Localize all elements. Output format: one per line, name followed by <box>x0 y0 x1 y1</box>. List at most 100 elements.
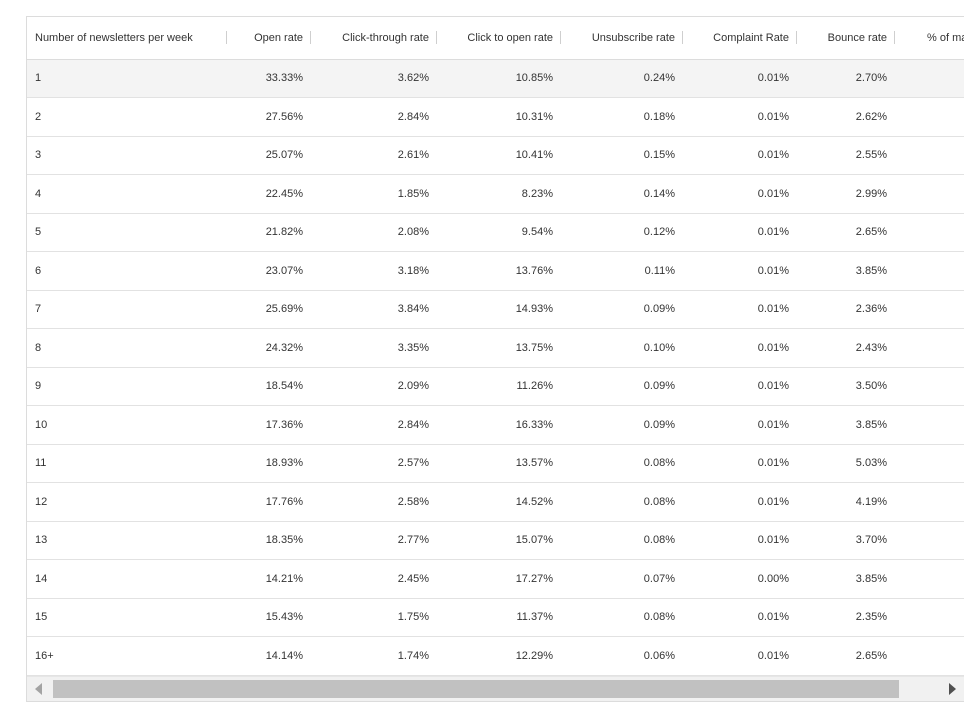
table-cell: 3.85% <box>797 405 895 445</box>
column-header[interactable]: Unsubscribe rate <box>561 17 683 60</box>
table-cell: 24.32% <box>227 328 311 368</box>
table-cell: 0.09% <box>561 290 683 329</box>
table-cell: 22.45% <box>227 174 311 214</box>
table-cell: 6 <box>27 251 227 291</box>
table-cell: 2.08% <box>311 213 437 252</box>
table-cell: 0.11% <box>561 251 683 291</box>
table-cell: 16+ <box>27 636 227 676</box>
table-body: 1 33.33% 3.62% 10.85% 0.24% 0.01% 2.70% 2 27.56%… <box>27 59 964 676</box>
table-cell <box>895 97 964 137</box>
column-header[interactable]: Click to open rate <box>437 17 561 60</box>
table-cell <box>895 251 964 291</box>
chevron-left-icon[interactable] <box>35 683 42 695</box>
column-header[interactable]: Complaint Rate <box>683 17 797 60</box>
table-cell: 2.43% <box>797 328 895 368</box>
table-row[interactable]: 6 23.07% 3.18% 13.76% 0.11% 0.01% 3.85% <box>27 251 964 291</box>
column-resize-handle[interactable] <box>894 31 895 44</box>
table-cell <box>895 559 964 599</box>
table-row[interactable]: 3 25.07% 2.61% 10.41% 0.15% 0.01% 2.55% <box>27 136 964 175</box>
table-cell: 33.33% <box>227 59 311 98</box>
table-cell: 14 <box>27 559 227 599</box>
table-cell: 9 <box>27 367 227 406</box>
table-row[interactable]: 14 14.21% 2.45% 17.27% 0.07% 0.00% 3.85% <box>27 559 964 599</box>
table-row[interactable]: 5 21.82% 2.08% 9.54% 0.12% 0.01% 2.65% <box>27 213 964 252</box>
table-row[interactable]: 10 17.36% 2.84% 16.33% 0.09% 0.01% 3.85% <box>27 405 964 445</box>
table-cell: 2.61% <box>311 136 437 175</box>
table-cell: 23.07% <box>227 251 311 291</box>
table-cell: 2.35% <box>797 598 895 637</box>
table-cell: 7 <box>27 290 227 329</box>
table-cell: 2.99% <box>797 174 895 214</box>
column-header-label: Open rate <box>254 31 303 44</box>
table-cell: 15 <box>27 598 227 637</box>
column-header[interactable]: Click-through rate <box>311 17 437 60</box>
scrollbar-thumb[interactable] <box>53 680 899 698</box>
table-cell: 0.07% <box>561 559 683 599</box>
table-row[interactable]: 1 33.33% 3.62% 10.85% 0.24% 0.01% 2.70% <box>27 59 964 98</box>
column-header[interactable]: % of ma <box>895 17 964 60</box>
table-cell: 10.41% <box>437 136 561 175</box>
chevron-right-icon[interactable] <box>949 683 956 695</box>
table-cell: 18.93% <box>227 444 311 483</box>
table-cell: 5 <box>27 213 227 252</box>
table-cell: 1.85% <box>311 174 437 214</box>
column-header-label: Bounce rate <box>827 31 887 44</box>
table-cell: 0.18% <box>561 97 683 137</box>
table-cell: 0.24% <box>561 59 683 98</box>
column-resize-handle[interactable] <box>226 31 227 44</box>
table-cell: 5.03% <box>797 444 895 483</box>
table-cell: 17.27% <box>437 559 561 599</box>
table-cell: 0.01% <box>683 97 797 137</box>
table-cell: 3 <box>27 136 227 175</box>
table-cell: 2.62% <box>797 97 895 137</box>
table-row[interactable]: 15 15.43% 1.75% 11.37% 0.08% 0.01% 2.35% <box>27 598 964 637</box>
table-row[interactable]: 2 27.56% 2.84% 10.31% 0.18% 0.01% 2.62% <box>27 97 964 137</box>
table-cell <box>895 636 964 676</box>
column-resize-handle[interactable] <box>310 31 311 44</box>
table-cell: 14.14% <box>227 636 311 676</box>
table-cell: 12.29% <box>437 636 561 676</box>
table-cell: 10.85% <box>437 59 561 98</box>
column-header[interactable]: Bounce rate <box>797 17 895 60</box>
table-cell: 13.57% <box>437 444 561 483</box>
table-row[interactable]: 11 18.93% 2.57% 13.57% 0.08% 0.01% 5.03% <box>27 444 964 483</box>
table-cell: 3.70% <box>797 521 895 560</box>
table-row[interactable]: 4 22.45% 1.85% 8.23% 0.14% 0.01% 2.99% <box>27 174 964 214</box>
horizontal-scrollbar[interactable] <box>27 676 964 701</box>
table-cell: 0.08% <box>561 521 683 560</box>
table-row[interactable]: 7 25.69% 3.84% 14.93% 0.09% 0.01% 2.36% <box>27 290 964 329</box>
table-cell: 0.06% <box>561 636 683 676</box>
table-row[interactable]: 16+ 14.14% 1.74% 12.29% 0.06% 0.01% 2.65% <box>27 636 964 676</box>
table-cell: 17.36% <box>227 405 311 445</box>
column-resize-handle[interactable] <box>560 31 561 44</box>
column-header-label: % of ma <box>927 31 964 44</box>
table-cell: 0.01% <box>683 482 797 522</box>
table-cell <box>895 482 964 522</box>
table-cell: 11.37% <box>437 598 561 637</box>
table-cell: 3.18% <box>311 251 437 291</box>
table-cell <box>895 328 964 368</box>
column-header[interactable]: Number of newsletters per week <box>27 17 227 60</box>
table-cell: 0.01% <box>683 598 797 637</box>
table-cell: 0.14% <box>561 174 683 214</box>
table-cell: 0.01% <box>683 290 797 329</box>
table-row[interactable]: 13 18.35% 2.77% 15.07% 0.08% 0.01% 3.70% <box>27 521 964 560</box>
table-cell: 0.01% <box>683 521 797 560</box>
table-row[interactable]: 9 18.54% 2.09% 11.26% 0.09% 0.01% 3.50% <box>27 367 964 406</box>
column-header[interactable]: Open rate <box>227 17 311 60</box>
table-cell: 0.01% <box>683 367 797 406</box>
column-header-label: Number of newsletters per week <box>35 31 193 44</box>
column-resize-handle[interactable] <box>796 31 797 44</box>
table-cell: 3.85% <box>797 559 895 599</box>
table-cell: 13.75% <box>437 328 561 368</box>
table-row[interactable]: 8 24.32% 3.35% 13.75% 0.10% 0.01% 2.43% <box>27 328 964 368</box>
table-cell: 0.01% <box>683 328 797 368</box>
column-resize-handle[interactable] <box>436 31 437 44</box>
table-cell: 0.00% <box>683 559 797 599</box>
column-resize-handle[interactable] <box>682 31 683 44</box>
table-row[interactable]: 12 17.76% 2.58% 14.52% 0.08% 0.01% 4.19% <box>27 482 964 522</box>
table-cell: 10 <box>27 405 227 445</box>
table-cell: 3.62% <box>311 59 437 98</box>
table-cell: 1 <box>27 59 227 98</box>
table-cell: 0.01% <box>683 251 797 291</box>
